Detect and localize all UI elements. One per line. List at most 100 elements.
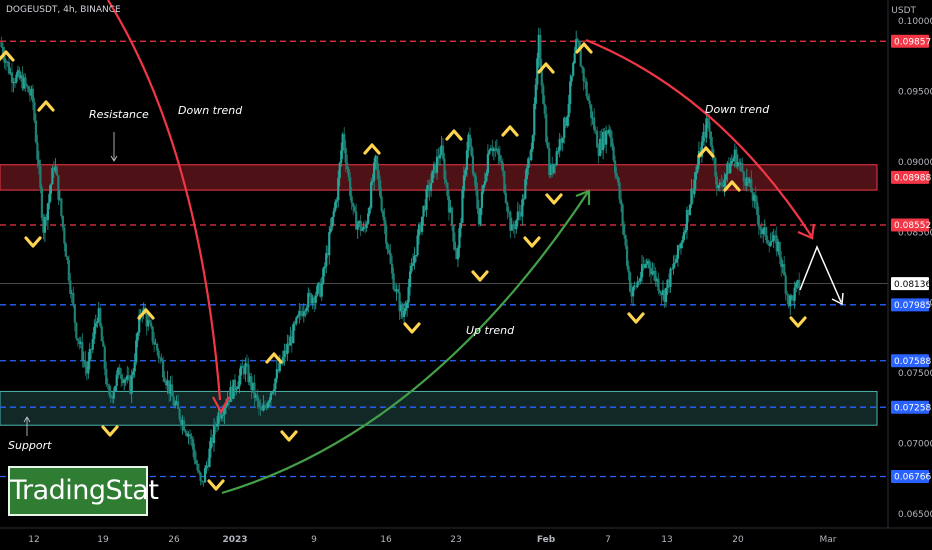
candle-body (157, 350, 160, 358)
candle-body (124, 379, 127, 381)
candle-body (383, 217, 386, 225)
candle-body (73, 305, 76, 323)
candle-body (732, 158, 735, 162)
y-tick-label-1: 0.09500 (898, 88, 932, 98)
candle-body (795, 283, 798, 288)
candle-body (93, 326, 96, 339)
candle-body (449, 207, 452, 213)
x-tick-label-2: 26 (168, 535, 180, 545)
candle-body (423, 205, 427, 210)
candle-body (648, 260, 651, 269)
candle-body (763, 227, 766, 229)
candle-body (611, 138, 614, 147)
candle-body (66, 256, 69, 261)
chevron-up-icon-0 (0, 50, 15, 62)
candle-body (254, 394, 258, 398)
candle-body (209, 437, 213, 449)
candle-body (624, 235, 627, 246)
candle-body (554, 163, 557, 165)
candle-body (364, 226, 367, 229)
candle-body (275, 369, 278, 379)
candle-body (768, 243, 771, 246)
candle-body (289, 336, 292, 346)
candle-body (690, 188, 693, 205)
level-tag-1: 0.08552 (894, 221, 931, 231)
down-trend-arrowhead-2 (797, 223, 816, 240)
candle-body (585, 81, 588, 97)
candle-body (100, 326, 103, 342)
candle-body (646, 260, 650, 264)
candle-body (453, 241, 457, 250)
candle-body (422, 205, 425, 217)
candle-body (498, 154, 501, 161)
candle-body (70, 293, 73, 294)
candle-body (52, 167, 55, 172)
chevron-down-icon-7 (545, 193, 563, 205)
x-tick-label-9: 13 (661, 535, 672, 545)
candle-body (543, 103, 546, 114)
candle-body (753, 195, 756, 201)
candle-body (304, 310, 307, 312)
candle-body (612, 146, 615, 161)
candle-body (705, 118, 708, 138)
candle-body (76, 338, 79, 341)
chevron-down-icon-1 (101, 425, 119, 437)
x-tick-label-4: 9 (311, 535, 317, 545)
candle-body (21, 75, 24, 89)
candle-body (693, 179, 696, 195)
candle-body (455, 249, 458, 260)
candle-body (178, 408, 181, 420)
candle-body (643, 264, 647, 268)
candle-body (396, 289, 400, 293)
candle-body (688, 204, 692, 216)
down-trend-label-2: Down trend (705, 103, 770, 116)
candle-body (328, 232, 331, 256)
candle-body (307, 292, 310, 308)
candle-body (319, 282, 322, 297)
candle-body (537, 34, 540, 59)
candle-body (419, 224, 422, 232)
candle-body (316, 285, 319, 296)
candle-body (477, 208, 481, 225)
candle-body (55, 166, 58, 176)
candle-body (221, 414, 225, 416)
candle-body (202, 481, 205, 483)
candle-body (581, 66, 584, 69)
level-tag-1-bg (891, 218, 929, 232)
candle-body (130, 375, 133, 394)
candle-body (679, 243, 683, 249)
candle-body (485, 173, 488, 182)
candle-body (182, 420, 186, 431)
chevron-down-icon-9 (789, 316, 807, 328)
candle-body (153, 341, 156, 345)
chevron-down-icon-0 (24, 236, 42, 248)
candle-body (549, 165, 552, 176)
candle-body (750, 179, 753, 193)
candle-body (325, 252, 328, 267)
candle-body (513, 228, 516, 230)
candle-body (334, 202, 337, 211)
candle-body (711, 145, 714, 157)
candle-body (712, 156, 715, 159)
candle-body (63, 227, 66, 244)
x-tick-label-10: 20 (732, 535, 744, 545)
chevron-up-icon-6 (501, 125, 519, 137)
candle-body (6, 61, 9, 63)
candle-body (414, 254, 418, 257)
candle-body (277, 369, 280, 371)
candle-body (634, 286, 638, 288)
candle-body (31, 88, 35, 102)
candle-body (563, 117, 566, 138)
candle-body (787, 294, 790, 307)
candle-body (85, 366, 88, 374)
candle-body (362, 226, 365, 230)
candle-body (87, 361, 90, 374)
candle-body (344, 147, 347, 163)
candle-body (377, 170, 380, 181)
candle-body (57, 175, 60, 200)
candle-body (489, 148, 492, 151)
candle-body (467, 134, 470, 151)
candle-body (724, 174, 727, 180)
candle-body (317, 282, 320, 286)
